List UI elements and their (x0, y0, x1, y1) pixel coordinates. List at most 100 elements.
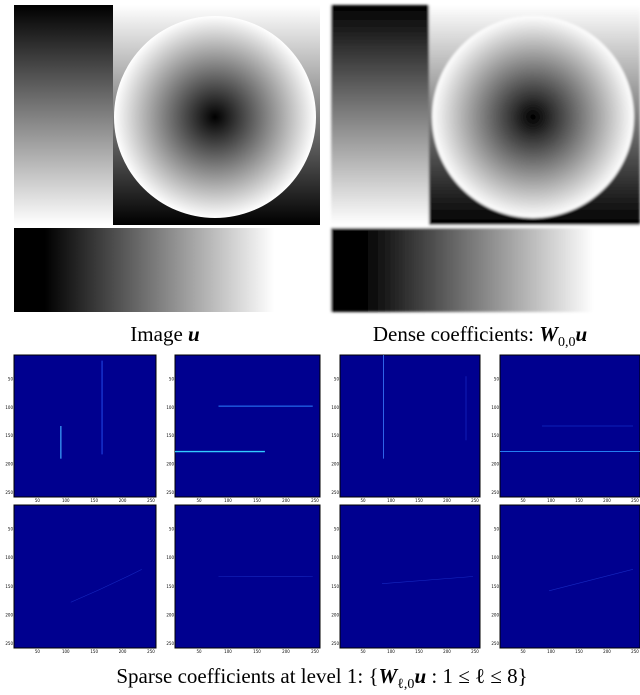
caption-text: Dense coefficients: (373, 322, 539, 346)
x-tick-label: 100 (387, 498, 395, 503)
y-tick-label: 250 (331, 490, 339, 495)
caption-dense: Dense coefficients: W0,0u (373, 322, 587, 351)
y-tick-label: 200 (331, 462, 339, 467)
y-tick-label: 250 (166, 490, 174, 495)
x-tick-label: 150 (575, 649, 583, 654)
caption-symbol: W (379, 664, 398, 688)
x-tick-label: 250 (311, 498, 319, 503)
x-tick-label: 50 (520, 498, 526, 503)
x-tick-label: 50 (35, 498, 41, 503)
y-tick-label: 50 (8, 376, 14, 381)
x-tick-label: 100 (224, 649, 232, 654)
y-tick-label: 100 (5, 555, 13, 560)
x-tick-label: 150 (575, 498, 583, 503)
x-tick-label: 50 (520, 649, 526, 654)
x-tick-label: 50 (360, 649, 366, 654)
x-tick-label: 200 (282, 649, 290, 654)
y-tick-label: 150 (331, 433, 339, 438)
y-tick-label: 50 (334, 527, 340, 532)
caption-symbol: u (575, 322, 587, 346)
caption-symbol: u (414, 664, 426, 688)
y-tick-label: 150 (331, 584, 339, 589)
y-tick-label: 200 (5, 612, 13, 617)
y-tick-label: 100 (166, 555, 174, 560)
x-tick-label: 50 (35, 649, 41, 654)
x-tick-label: 200 (119, 649, 127, 654)
x-tick-label: 100 (547, 498, 555, 503)
x-tick-label: 200 (119, 498, 127, 503)
caption-text: : 1 ≤ ℓ ≤ 8} (426, 664, 528, 688)
y-tick-label: 100 (5, 405, 13, 410)
coefficient-panel: 50 50 100 100 150 150 200 200 250 250 (5, 505, 156, 654)
x-tick-label: 50 (196, 498, 202, 503)
image-u (14, 5, 320, 312)
y-tick-label: 200 (166, 462, 174, 467)
x-tick-label: 150 (90, 649, 98, 654)
y-tick-label: 50 (169, 527, 175, 532)
x-tick-label: 250 (471, 649, 479, 654)
x-tick-label: 200 (443, 649, 451, 654)
panel-background (14, 505, 156, 648)
caption-symbol: W (539, 322, 558, 346)
y-tick-label: 200 (166, 612, 174, 617)
caption-image: Image u (130, 322, 199, 347)
x-tick-label: 150 (253, 498, 261, 503)
panel-background (500, 505, 640, 648)
figure: 50 50 100 100 150 150 200 200 250 250 50 50 100 100 15… (0, 0, 640, 695)
y-tick-label: 50 (169, 376, 175, 381)
y-tick-label: 250 (5, 641, 13, 646)
x-tick-label: 250 (631, 498, 639, 503)
y-tick-label: 150 (166, 433, 174, 438)
y-tick-label: 200 (5, 462, 13, 467)
x-tick-label: 50 (196, 649, 202, 654)
y-tick-label: 250 (491, 490, 499, 495)
x-tick-label: 150 (415, 498, 423, 503)
y-tick-label: 50 (494, 376, 500, 381)
y-tick-label: 150 (491, 584, 499, 589)
y-tick-label: 250 (331, 641, 339, 646)
panel-background (175, 355, 320, 497)
x-tick-label: 250 (311, 649, 319, 654)
y-tick-label: 100 (491, 405, 499, 410)
y-tick-label: 200 (491, 462, 499, 467)
caption-sparse: Sparse coefficients at level 1: {Wℓ,0u :… (116, 664, 527, 693)
x-tick-label: 250 (471, 498, 479, 503)
y-tick-label: 150 (166, 584, 174, 589)
y-tick-label: 150 (491, 433, 499, 438)
panel-background (14, 355, 156, 497)
x-tick-label: 100 (387, 649, 395, 654)
y-tick-label: 150 (5, 433, 13, 438)
x-tick-label: 250 (147, 649, 155, 654)
x-tick-label: 100 (224, 498, 232, 503)
y-tick-label: 50 (334, 376, 340, 381)
coefficient-panel: 50 50 100 100 150 150 200 200 250 250 (331, 355, 480, 503)
y-tick-label: 250 (166, 641, 174, 646)
y-tick-label: 100 (331, 405, 339, 410)
caption-symbol: u (188, 322, 200, 346)
x-tick-label: 250 (631, 649, 639, 654)
y-tick-label: 100 (166, 405, 174, 410)
x-tick-label: 100 (62, 649, 70, 654)
y-tick-label: 50 (494, 527, 500, 532)
y-tick-label: 150 (5, 584, 13, 589)
dense-coefficients (330, 5, 640, 312)
y-tick-label: 250 (5, 490, 13, 495)
x-tick-label: 100 (62, 498, 70, 503)
caption-subscript: 0,0 (558, 335, 576, 350)
x-tick-label: 50 (360, 498, 366, 503)
panel-background (340, 355, 480, 497)
y-tick-label: 200 (491, 612, 499, 617)
x-tick-label: 150 (415, 649, 423, 654)
y-tick-label: 50 (8, 527, 14, 532)
x-tick-label: 200 (443, 498, 451, 503)
x-tick-label: 200 (603, 649, 611, 654)
x-tick-label: 100 (547, 649, 555, 654)
y-tick-label: 250 (491, 641, 499, 646)
x-tick-label: 150 (90, 498, 98, 503)
y-tick-label: 200 (331, 612, 339, 617)
